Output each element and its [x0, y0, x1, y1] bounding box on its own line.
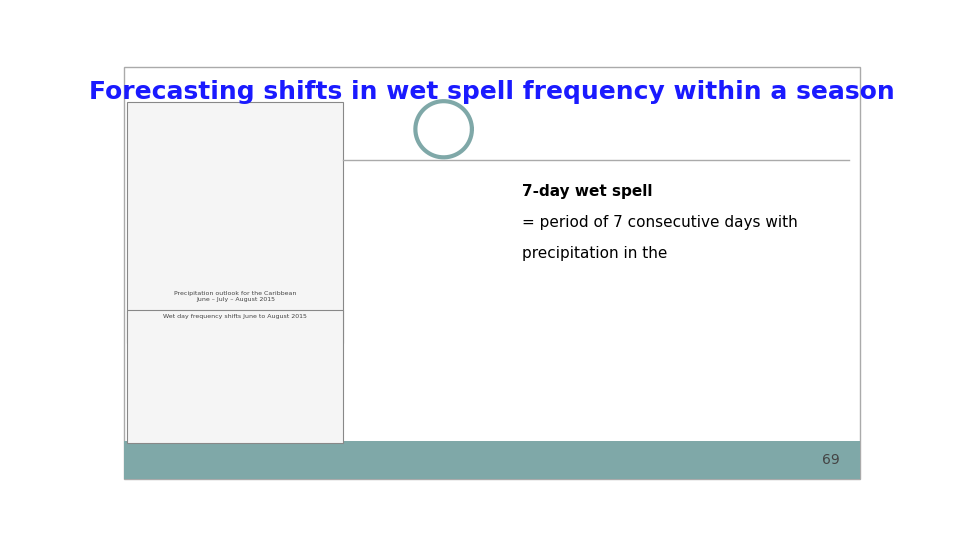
Text: 7-day wet spell: 7-day wet spell [522, 184, 652, 199]
Text: Forecasting shifts in wet spell frequency within a season: Forecasting shifts in wet spell frequenc… [89, 80, 895, 104]
FancyBboxPatch shape [128, 310, 344, 443]
Text: 69: 69 [822, 453, 839, 467]
Text: Wet day frequency shifts June to August 2015: Wet day frequency shifts June to August … [163, 314, 307, 319]
Text: precipitation in the: precipitation in the [522, 246, 672, 261]
Text: = period of 7 consecutive days with: = period of 7 consecutive days with [522, 215, 798, 230]
FancyBboxPatch shape [128, 102, 344, 343]
FancyBboxPatch shape [124, 441, 860, 478]
Text: Precipitation outlook for the Caribbean
June – July – August 2015: Precipitation outlook for the Caribbean … [174, 291, 297, 302]
